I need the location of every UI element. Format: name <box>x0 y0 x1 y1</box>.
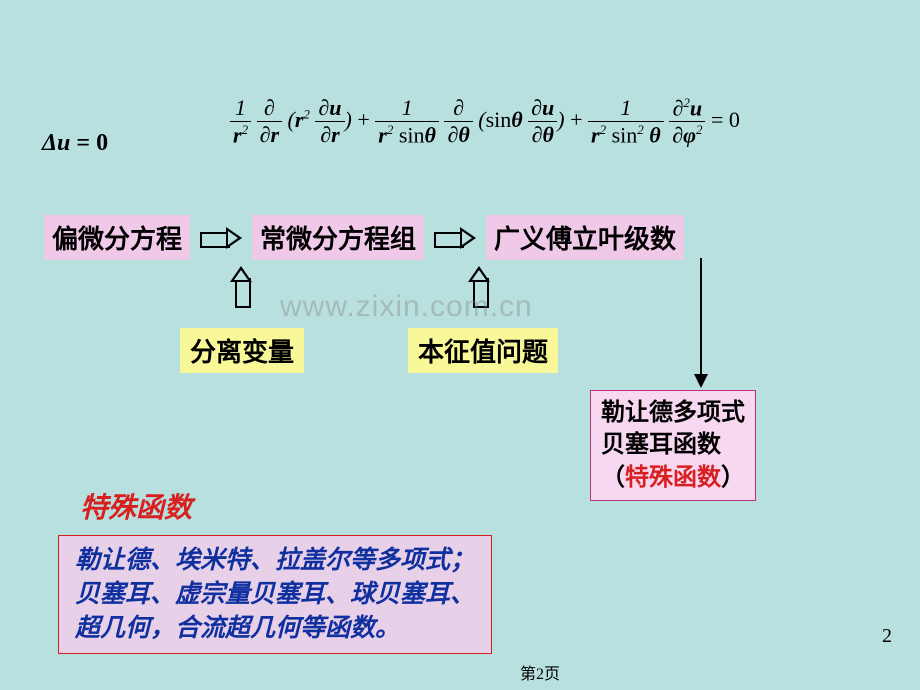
legendre-polynomial-label: 勒让德多项式 <box>601 400 745 426</box>
flow-row-1: 偏微分方程 常微分方程组 广义傅立叶级数 <box>44 215 684 260</box>
paren-close: ） <box>721 465 745 491</box>
arrow-right-icon <box>434 229 476 247</box>
arrow-down-icon <box>694 374 708 388</box>
laplace-equation-short: Δu = 0 <box>42 130 108 157</box>
bessel-function-label: 贝塞耳函数 <box>601 432 721 458</box>
special-function-title: 特殊函数 <box>80 486 192 526</box>
equation-rhs: = 0 <box>711 107 740 132</box>
eigenvalue-problem-box: 本征值问题 <box>408 328 558 373</box>
page-label: 第2页 <box>520 660 560 684</box>
fourier-box: 广义傅立叶级数 <box>486 215 684 260</box>
ode-system-box: 常微分方程组 <box>252 215 424 260</box>
special-function-red: 特殊函数 <box>625 465 721 491</box>
separation-variables-box: 分离变量 <box>180 328 304 373</box>
arrow-up-icon <box>232 266 250 308</box>
functions-list-box: 勒让德、埃米特、拉盖尔等多项式； 贝塞耳、虚宗量贝塞耳、球贝塞耳、 超几何，合流… <box>58 535 492 654</box>
watermark: www.zixin.com.cn <box>280 290 533 324</box>
arrow-right-icon <box>200 229 242 247</box>
page-number: 2 <box>882 625 892 648</box>
pde-box: 偏微分方程 <box>44 215 190 260</box>
bottom-line-1: 勒让德、埃米特、拉盖尔等多项式； <box>75 547 475 574</box>
arrow-down-line <box>700 258 702 376</box>
bottom-line-3: 超几何，合流超几何等函数。 <box>75 615 400 642</box>
special-functions-box: 勒让德多项式 贝塞耳函数 （特殊函数） <box>590 390 756 501</box>
paren-open: （ <box>601 465 625 491</box>
laplace-spherical-equation: 1r2 ∂∂r (r2 ∂u∂r) + 1r2 sinθ ∂∂θ (sinθ ∂… <box>230 95 740 149</box>
bottom-line-2: 贝塞耳、虚宗量贝塞耳、球贝塞耳、 <box>75 581 475 608</box>
